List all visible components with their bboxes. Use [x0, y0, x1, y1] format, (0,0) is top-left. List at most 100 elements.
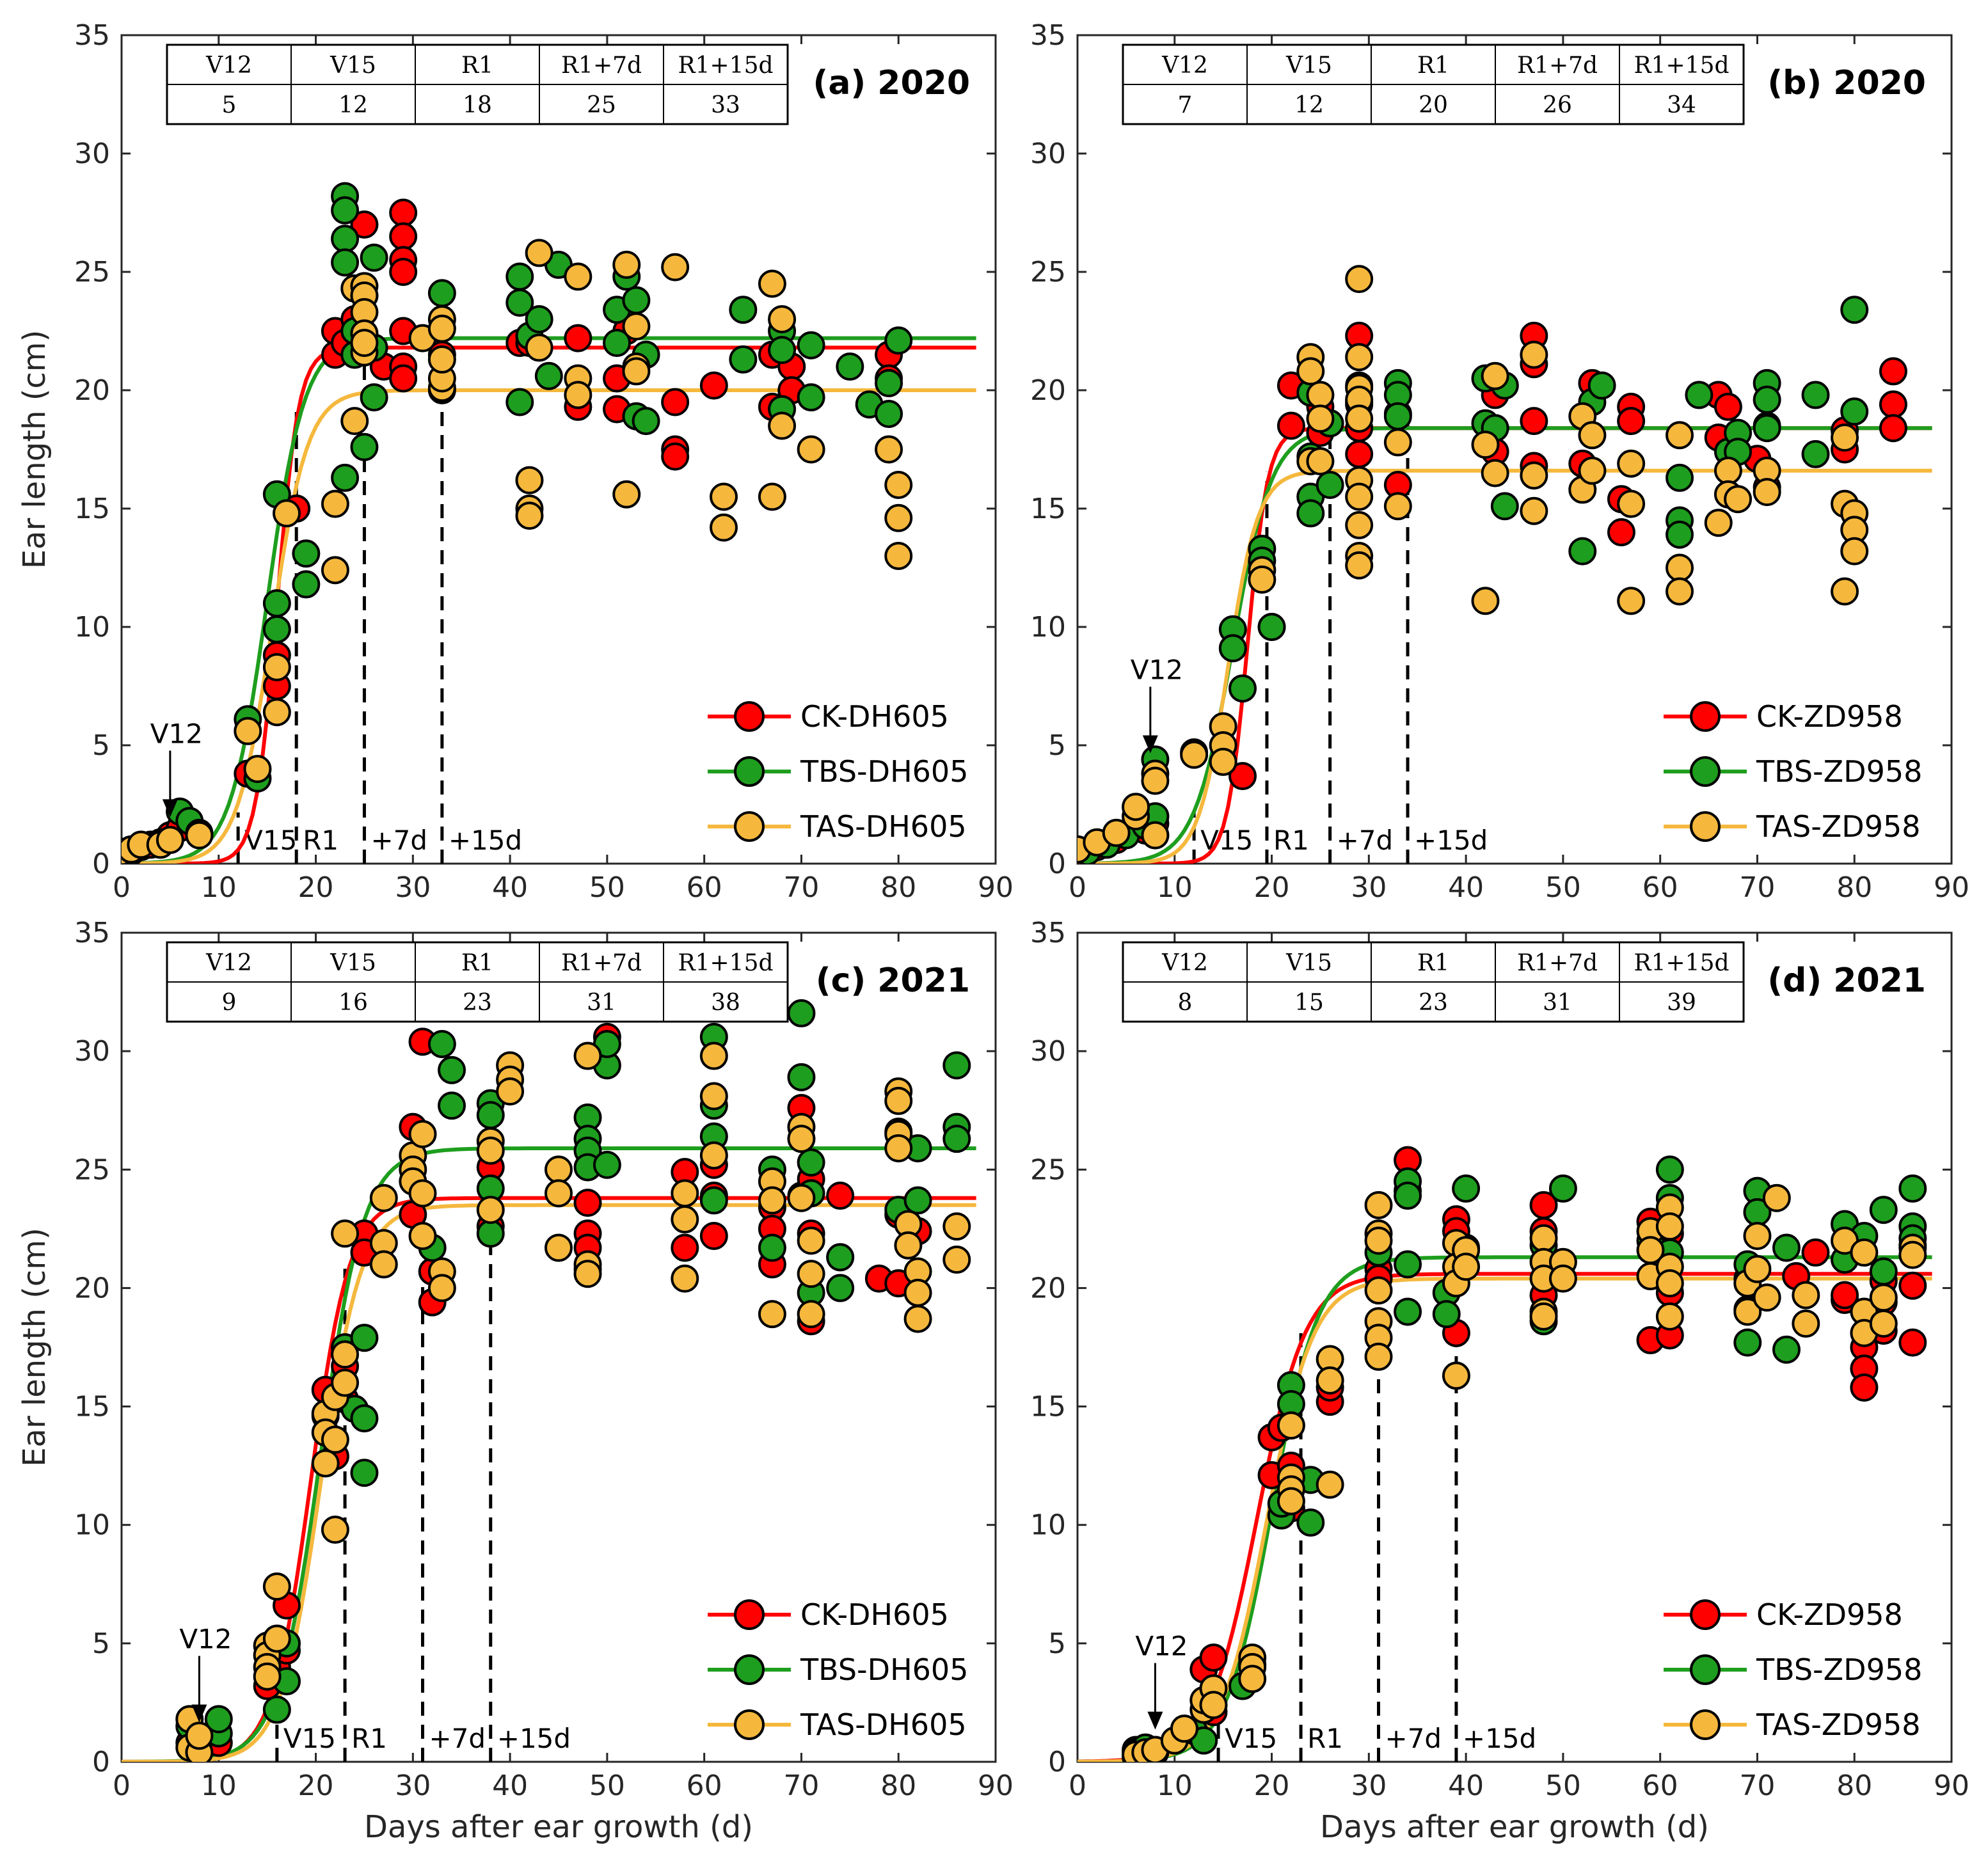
- data-point: [1394, 1182, 1422, 1210]
- data-point: [1772, 1335, 1801, 1364]
- stage-line-label: +15d: [449, 825, 522, 856]
- y-tick-label: 20: [1030, 1272, 1066, 1304]
- data-point: [1529, 1302, 1558, 1331]
- y-tick-label: 20: [74, 374, 110, 407]
- data-point: [340, 407, 369, 436]
- v12-arrow-label: V12: [179, 1623, 232, 1654]
- data-point: [1238, 1665, 1267, 1693]
- data-point: [321, 1425, 349, 1454]
- y-tick-label: 0: [92, 848, 110, 880]
- x-tick-label: 50: [1545, 1769, 1581, 1802]
- data-point: [1879, 414, 1907, 443]
- scatter-points: [122, 182, 913, 864]
- data-point: [710, 513, 738, 542]
- legend-label: TBS-DH605: [800, 1652, 968, 1687]
- stage-table-header: V12: [1161, 950, 1208, 976]
- data-point: [1316, 471, 1344, 499]
- data-point: [1617, 407, 1646, 436]
- data-point: [1306, 381, 1335, 409]
- data-point: [787, 1183, 816, 1212]
- y-tick-label: 15: [1030, 1391, 1066, 1423]
- data-point: [331, 1368, 360, 1397]
- data-point: [505, 262, 534, 291]
- data-point: [350, 1404, 379, 1433]
- data-point: [797, 1300, 825, 1329]
- y-tick-label: 20: [74, 1272, 110, 1304]
- data-point: [1869, 1309, 1898, 1338]
- legend: CK-ZD958 TBS-ZD958 TAS-ZD958: [1664, 699, 1922, 844]
- stage-table-value: 31: [587, 990, 616, 1016]
- stage-line-label: R1: [1307, 1723, 1343, 1754]
- data-point: [1685, 381, 1714, 409]
- x-tick-label: 60: [687, 871, 722, 904]
- y-axis-label: Ear length (cm): [17, 330, 52, 569]
- y-tick-label: 0: [92, 1746, 110, 1778]
- data-point: [1306, 404, 1335, 433]
- data-point: [1655, 1302, 1684, 1331]
- data-point: [1548, 1264, 1577, 1293]
- legend-marker: [734, 1654, 765, 1685]
- data-point: [1229, 762, 1257, 791]
- data-point: [253, 1662, 282, 1691]
- y-tick-label: 5: [1048, 729, 1066, 762]
- data-point: [1666, 577, 1694, 606]
- data-point: [408, 1221, 437, 1250]
- data-point: [243, 755, 272, 783]
- x-tick-label: 80: [880, 871, 916, 904]
- data-point: [1792, 1281, 1820, 1310]
- data-point: [1714, 392, 1742, 421]
- data-point: [797, 331, 825, 360]
- stage-table-header: R1: [1417, 950, 1449, 976]
- data-point: [1869, 1196, 1898, 1224]
- v12-arrow-label: V12: [1131, 654, 1183, 686]
- data-point: [1383, 402, 1412, 431]
- data-point: [1655, 1155, 1684, 1184]
- v12-arrow-head: [1147, 1711, 1163, 1730]
- data-point: [573, 1260, 602, 1288]
- data-point: [1218, 634, 1247, 663]
- data-point: [1520, 407, 1548, 436]
- x-tick-label: 40: [1448, 871, 1484, 904]
- data-point: [826, 1243, 855, 1272]
- x-tick-label: 80: [880, 1769, 916, 1802]
- data-point: [1257, 613, 1286, 641]
- data-point: [1772, 1233, 1801, 1262]
- data-point: [1199, 1691, 1228, 1720]
- data-point: [331, 1219, 360, 1248]
- data-point: [1898, 1328, 1927, 1357]
- data-point: [1607, 518, 1635, 546]
- y-tick-label: 25: [1030, 1153, 1066, 1186]
- data-point: [292, 570, 321, 599]
- data-point: [1666, 421, 1694, 450]
- x-tick-label: 80: [1836, 1769, 1872, 1802]
- data-point: [360, 383, 388, 412]
- stage-table-header: R1+15d: [678, 52, 773, 79]
- stage-table-header: R1+7d: [561, 52, 642, 79]
- axes-frame: [1076, 34, 1953, 865]
- fit-curve-TBS-DH605: [122, 1146, 976, 1762]
- data-point: [369, 1183, 398, 1212]
- data-point: [768, 305, 797, 333]
- stage-table-value: 15: [1294, 990, 1324, 1016]
- data-point: [204, 1705, 233, 1734]
- data-point: [768, 336, 797, 365]
- stage-table-value: 39: [1667, 990, 1696, 1016]
- data-point: [592, 1150, 621, 1179]
- data-point: [262, 1624, 291, 1653]
- x-tick-label: 50: [1545, 871, 1581, 904]
- legend-marker: [1690, 1599, 1721, 1630]
- data-point: [1316, 1366, 1344, 1395]
- stage-line-label: +7d: [1337, 825, 1394, 856]
- x-tick-label: 0: [1069, 1769, 1086, 1802]
- stage-table-header: R1: [461, 52, 493, 79]
- stage-table-header: R1+15d: [678, 950, 773, 976]
- x-tick-label: 90: [1934, 871, 1969, 904]
- data-point: [1345, 343, 1374, 372]
- stage-table-value: 26: [1543, 92, 1572, 118]
- data-point: [408, 1179, 437, 1208]
- data-point: [903, 1186, 932, 1215]
- y-tick-label: 0: [1048, 1746, 1066, 1778]
- legend-marker: [1690, 756, 1721, 787]
- data-point: [884, 326, 913, 355]
